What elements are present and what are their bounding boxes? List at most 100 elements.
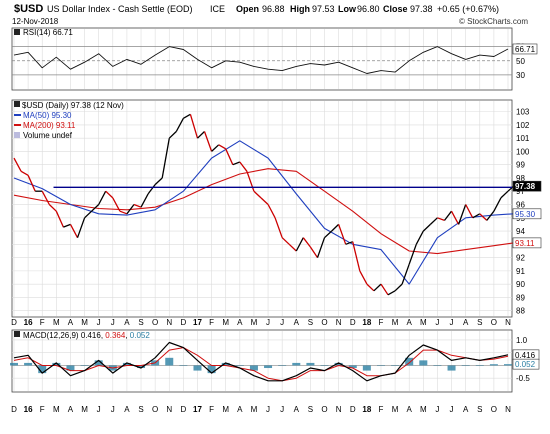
x-month-label: D [180,318,186,327]
price-tick-label: 102 [516,121,530,130]
price-segment [493,197,502,212]
macd-histogram-bar [475,365,484,366]
price-segment [359,270,368,285]
x-month-label: O [152,318,158,327]
price-segment [203,131,213,152]
close-value: 97.38 [410,4,433,14]
x-month-label: A [294,405,300,414]
rsi-tick-label: 30 [516,71,525,80]
price-segment [13,157,22,172]
price-segment [260,197,269,205]
price-segment [415,230,424,245]
x-month-label: A [237,405,243,414]
x-month-label: 17 [193,405,202,414]
price-segment [112,197,121,212]
price-segment [197,131,205,139]
macd-histogram-bar [235,365,244,366]
macd-histogram-bar [447,365,456,371]
ma200-legend: MA(200) 93.11 [23,121,76,130]
price-segment [507,185,515,192]
price-tick-label: 97 [516,187,525,196]
x-month-label: O [491,405,497,414]
x-month-label: M [81,318,88,327]
x-month-label: 18 [362,318,371,327]
x-month-label: D [11,318,17,327]
volume-legend: Volume undef [23,131,73,140]
macd-histogram-bar [419,360,428,366]
x-month-label: A [407,405,413,414]
x-month-label: D [350,318,356,327]
x-month-label: F [40,405,45,414]
price-segment [147,184,156,195]
price-segment [324,230,333,239]
x-month-label: A [463,318,469,327]
x-month-label: 16 [24,318,33,327]
x-month-label: J [435,318,439,327]
x-month-label: N [505,405,511,414]
price-tick-label: 90 [516,280,525,289]
macd-histogram-bar [433,365,442,366]
price-legend: $USD (Daily) 97.38 (12 Nov) [22,101,124,110]
macd-histogram-bar [362,365,371,371]
price-segment [295,237,304,252]
price-segment [337,224,347,245]
macd-panel [11,329,513,393]
price-segment [443,210,453,221]
price-segment [69,224,79,239]
x-month-label: O [321,318,327,327]
x-month-label: A [68,405,74,414]
price-segment [316,237,326,258]
price-tick-label: 91 [516,267,525,276]
x-month-label: M [392,318,399,327]
macd-hist-tag-label: 0.052 [515,360,536,369]
price-segment [288,243,297,252]
x-month-label: A [407,318,413,327]
x-month-label: M [392,405,399,414]
price-legend-swatch [14,101,20,107]
price-segment [500,190,509,199]
macd-histogram-bar [320,365,329,366]
macd-histogram-bar [66,365,75,371]
close-label: Close [383,4,408,14]
macd-histogram-bar [94,360,103,366]
ma200-tag [512,237,542,249]
macd-histogram-bar [461,365,470,366]
macd-legend-hist: 0.052 [130,331,151,340]
price-segment [133,203,142,208]
price-segment [218,144,227,150]
x-month-label: J [280,405,284,414]
price-segment [429,217,438,225]
rsi-value-tag [512,43,538,55]
x-month-label: M [251,405,258,414]
price-segment [465,204,474,219]
price-segment [437,217,445,222]
macd-legend-signal: 0.364 [105,331,126,340]
price-segment [281,237,290,245]
price-segment [345,241,353,245]
high-label: High [290,4,310,14]
x-month-label: J [280,318,284,327]
x-month-label: M [53,405,60,414]
x-month-label: M [222,405,229,414]
x-month-label: N [336,318,342,327]
x-month-label: N [505,318,511,327]
x-month-label: S [308,318,313,327]
price-segment [20,170,29,176]
price-segment [457,204,467,225]
low-label: Low [338,4,357,14]
ma50-tag-label: 95.30 [515,210,536,219]
price-segment [154,177,163,186]
price-segment [91,204,100,212]
macd-histogram-bar [504,364,512,366]
x-month-label: S [477,405,482,414]
x-month-label: A [124,318,130,327]
macd-histogram-bar [24,362,33,366]
price-segment [246,171,255,192]
price-segment [239,161,248,172]
x-month-label: F [209,318,214,327]
x-month-label: 17 [193,318,202,327]
price-tick-label: 100 [516,147,530,156]
price-segment [479,213,488,221]
macd-signal-line [13,347,509,382]
